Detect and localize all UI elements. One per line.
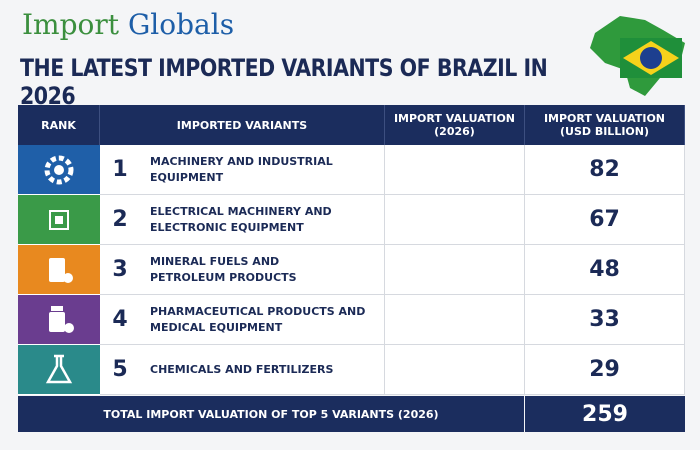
- icon: [49, 209, 69, 230]
- variant-name: CHEMICALS AND FERTILIZERS: [140, 345, 385, 395]
- row-icon: [18, 195, 100, 245]
- total-label: TOTAL IMPORT VALUATION OF TOP 5 VARIANTS…: [18, 396, 524, 432]
- rank: 5: [100, 345, 140, 395]
- column-header: IMPORT VALUATION (2026): [385, 105, 525, 145]
- rank: 3: [100, 245, 140, 295]
- empty-cell: [385, 345, 525, 395]
- empty-cell: [385, 295, 525, 345]
- valuation: 82: [525, 145, 685, 195]
- rank: 1: [100, 145, 140, 195]
- variant-name: MINERAL FUELS AND PETROLEUM PRODUCTS: [140, 245, 385, 295]
- logo-word: Globals: [127, 8, 235, 41]
- rank: 2: [100, 195, 140, 245]
- valuation: 48: [525, 245, 685, 295]
- row-icon: [18, 295, 100, 345]
- title: THE LATEST IMPORTED VARIANTS OF BRAZIL I…: [20, 54, 548, 110]
- variant-name: PHARMACEUTICAL PRODUCTS AND MEDICAL EQUI…: [140, 295, 385, 345]
- valuation: 29: [525, 345, 685, 395]
- logo-word: Import: [22, 8, 120, 41]
- brazil-map: [590, 16, 685, 96]
- variant-name: ELECTRICAL MACHINERY AND ELECTRONIC EQUI…: [140, 195, 385, 245]
- row-icon: [18, 245, 100, 295]
- empty-cell: [385, 245, 525, 295]
- icon: [49, 257, 73, 283]
- icon: [45, 354, 73, 383]
- valuation: 67: [525, 195, 685, 245]
- empty-cell: [385, 145, 525, 195]
- icon: [44, 155, 74, 184]
- row-icon: [18, 145, 100, 195]
- valuation: 33: [525, 295, 685, 345]
- column-header: IMPORTED VARIANTS: [100, 105, 385, 145]
- rank: 4: [100, 295, 140, 345]
- icon: [49, 305, 74, 333]
- variant-name: MACHINERY AND INDUSTRIAL EQUIPMENT: [140, 145, 385, 195]
- row-icon: [18, 345, 100, 395]
- column-header: RANK: [18, 105, 100, 145]
- empty-cell: [385, 195, 525, 245]
- logo: Import Globals: [22, 8, 234, 41]
- total-value: 259: [525, 396, 685, 432]
- column-header: IMPORT VALUATION (USD BILLION): [525, 105, 685, 145]
